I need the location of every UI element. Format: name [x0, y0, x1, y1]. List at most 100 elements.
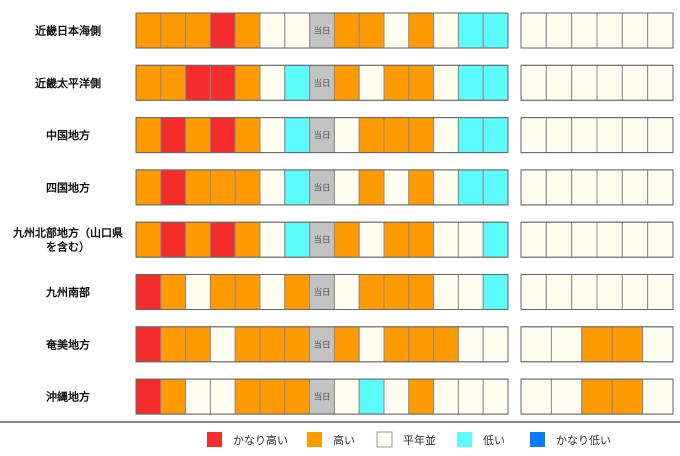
day-cell [259, 64, 286, 101]
legend-item: 平年並 [376, 431, 436, 448]
day-cell [408, 117, 435, 154]
region-label: 沖縄地方 [46, 390, 90, 404]
region-label: 中国地方 [46, 128, 90, 142]
day-block-frame [135, 64, 509, 101]
extended-cell [596, 221, 623, 258]
extended-cell [571, 117, 598, 154]
day-cell [433, 64, 459, 101]
extended-cell [611, 378, 644, 415]
today-label: 当日 [313, 235, 330, 246]
day-cell [209, 221, 236, 258]
legend-swatch [307, 432, 322, 447]
extended-cell [647, 12, 674, 49]
legend-item: かなり高い [207, 432, 288, 447]
day-cell [333, 12, 360, 49]
day-cell [358, 169, 385, 206]
day-cell [383, 378, 410, 415]
day-cell [284, 12, 311, 49]
day-cell [160, 169, 187, 206]
extended-block-frame [520, 378, 674, 415]
day-cell [482, 274, 509, 310]
day-cell [383, 326, 410, 363]
day-cell [457, 12, 484, 49]
day-cell [358, 378, 385, 415]
day-cell [358, 12, 385, 49]
extended-cell [647, 117, 674, 154]
day-cell [408, 221, 435, 258]
extended-cell [545, 64, 573, 101]
extended-cell [642, 326, 674, 363]
today-label: 当日 [313, 392, 330, 403]
day-cell [383, 274, 410, 310]
day-block-frame [135, 169, 509, 206]
region-row: 四国地方 当日 [46, 169, 674, 206]
extended-cell [596, 169, 623, 206]
day-cell [284, 117, 311, 154]
extended-cell [581, 378, 613, 415]
day-cell [160, 117, 187, 154]
day-cell [333, 64, 360, 101]
legend-label: 平年並 [403, 433, 436, 447]
extended-cell [621, 117, 649, 154]
day-cell [284, 326, 311, 363]
day-cell [135, 274, 162, 310]
day-block-frame [135, 12, 509, 49]
extended-cell [621, 12, 649, 49]
day-cell [358, 117, 385, 154]
legend-item: かなり低い [530, 432, 611, 447]
today-label: 当日 [313, 287, 330, 298]
day-cell [209, 378, 236, 415]
day-block-frame [135, 378, 509, 415]
day-cell [408, 326, 435, 363]
day-cell [433, 221, 459, 258]
day-cell [234, 117, 261, 154]
day-cell [185, 117, 211, 154]
region-row: 沖縄地方 当日 [46, 378, 674, 415]
day-cell [185, 221, 211, 258]
day-cell [259, 169, 286, 206]
day-cell [135, 169, 162, 206]
legend-label: かなり高い [233, 433, 288, 447]
day-cell [234, 274, 261, 310]
day-block-frame [135, 274, 509, 310]
day-cell [160, 326, 187, 363]
day-cell [259, 12, 286, 49]
day-cell [333, 117, 360, 154]
day-block-frame [135, 221, 509, 258]
legend-swatch [530, 432, 545, 447]
day-cell [457, 117, 484, 154]
extended-cell [647, 169, 674, 206]
region-label: 四国地方 [46, 180, 90, 194]
day-cell [457, 274, 484, 310]
day-cell [135, 64, 162, 101]
day-cell [408, 274, 435, 310]
extended-cell [647, 221, 674, 258]
day-cell [333, 378, 360, 415]
day-cell [160, 64, 187, 101]
extended-cell [545, 12, 573, 49]
day-cell [259, 378, 286, 415]
extended-cell [621, 274, 649, 310]
extended-cell [571, 169, 598, 206]
legend-swatch [376, 431, 393, 448]
day-cell [333, 274, 360, 310]
extended-cell [621, 64, 649, 101]
day-cell [358, 64, 385, 101]
extended-cell [571, 64, 598, 101]
extended-cell [550, 378, 583, 415]
day-cell [457, 64, 484, 101]
legend-item: 低い [457, 432, 505, 447]
day-cell [457, 378, 484, 415]
extended-cell [520, 64, 547, 101]
extended-cell [596, 117, 623, 154]
today-cell [309, 221, 335, 258]
day-cell [433, 117, 459, 154]
day-cell [408, 378, 435, 415]
extended-cell [647, 274, 674, 310]
region-row: 奄美地方 当日 [45, 326, 674, 363]
today-cell [309, 12, 335, 49]
day-cell [482, 378, 509, 415]
extended-block-frame [520, 64, 674, 101]
day-cell [234, 221, 261, 258]
